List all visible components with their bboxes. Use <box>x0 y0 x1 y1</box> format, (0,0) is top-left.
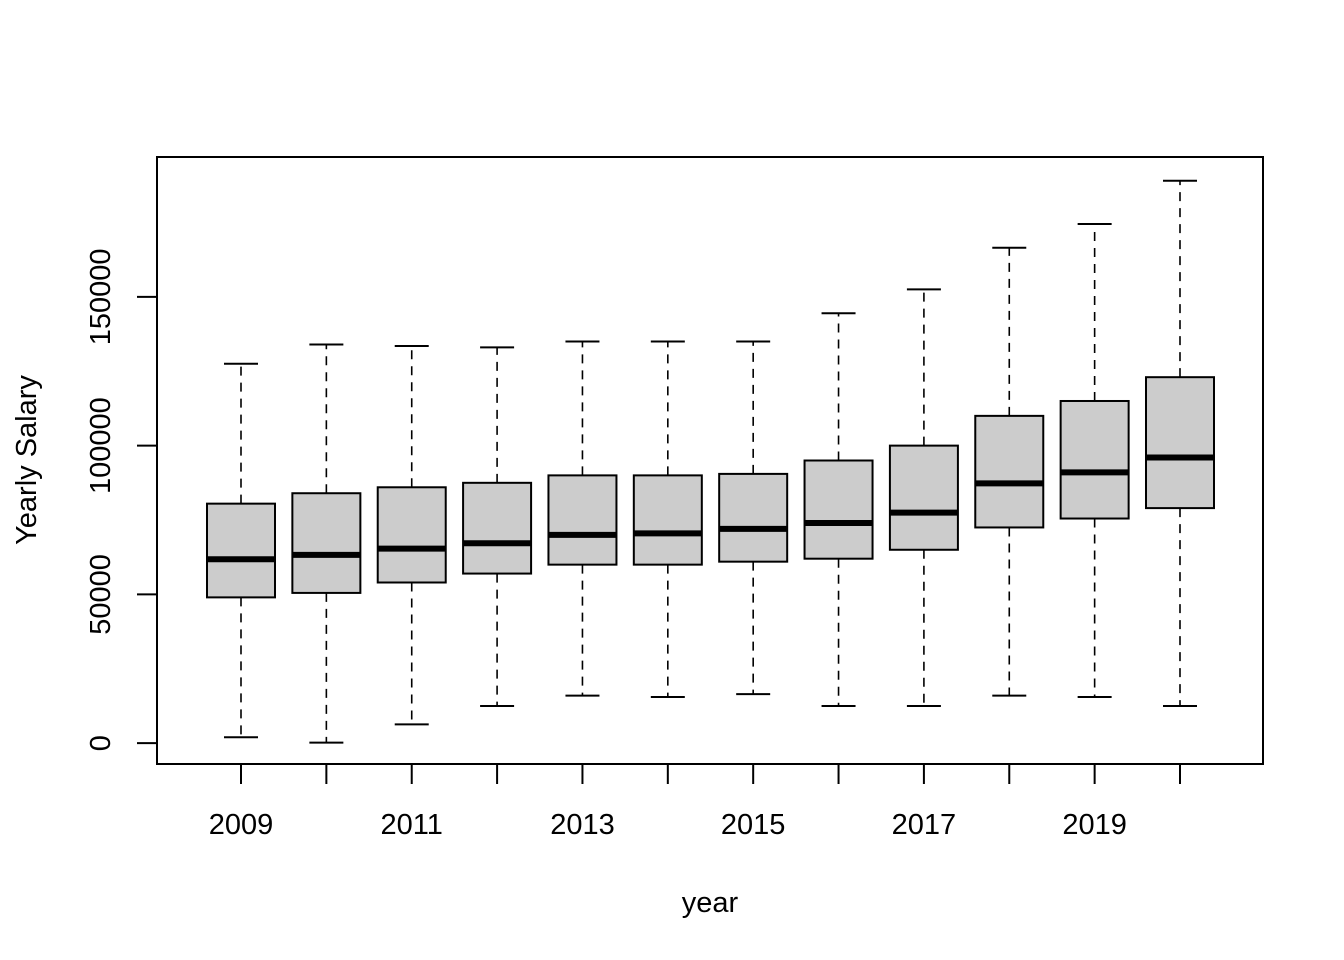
box-2017 <box>888 288 959 707</box>
box-2020 <box>1145 179 1215 707</box>
box-2011 <box>376 344 447 726</box>
x-tick-label-2015: 2015 <box>721 809 786 841</box>
y-tick-label-150000: 150000 <box>85 248 117 345</box>
axes-layer: 2009 2011 2013 2015 2017 2019 0 50000 100000 1500… <box>85 156 1264 841</box>
boxes-layer <box>206 179 1215 744</box>
iqr-box <box>803 459 874 560</box>
box-2013 <box>547 340 618 697</box>
box-2018 <box>974 246 1045 697</box>
x-axis-title: year <box>682 887 739 919</box>
y-tick-label-0: 0 <box>85 735 117 751</box>
x-tick-label-2019: 2019 <box>1062 809 1127 841</box>
iqr-box <box>547 474 618 566</box>
iqr-box <box>291 492 362 594</box>
x-tick-label-2017: 2017 <box>892 809 957 841</box>
box-2012 <box>462 346 533 707</box>
y-axis-title: Yearly Salary <box>11 375 43 545</box>
iqr-box <box>206 502 276 599</box>
box-2016 <box>803 312 874 707</box>
iqr-box <box>888 444 959 551</box>
iqr-box <box>632 474 703 566</box>
box-2015 <box>718 340 789 696</box>
iqr-box <box>1059 399 1130 520</box>
box-2014 <box>632 340 703 699</box>
box-2019 <box>1059 222 1130 699</box>
box-2010 <box>291 343 362 744</box>
box-2009 <box>206 362 276 739</box>
x-tick-label-2013: 2013 <box>550 809 615 841</box>
x-tick-label-2011: 2011 <box>381 809 443 841</box>
iqr-box <box>376 486 447 584</box>
iqr-box <box>1145 376 1215 510</box>
y-tick-label-50000: 50000 <box>85 554 117 635</box>
iqr-box <box>462 481 533 575</box>
plot-frame <box>156 156 1264 765</box>
y-tick-label-100000: 100000 <box>85 397 117 494</box>
x-tick-label-2009: 2009 <box>209 809 274 841</box>
iqr-box <box>974 414 1045 529</box>
iqr-box <box>718 472 789 563</box>
